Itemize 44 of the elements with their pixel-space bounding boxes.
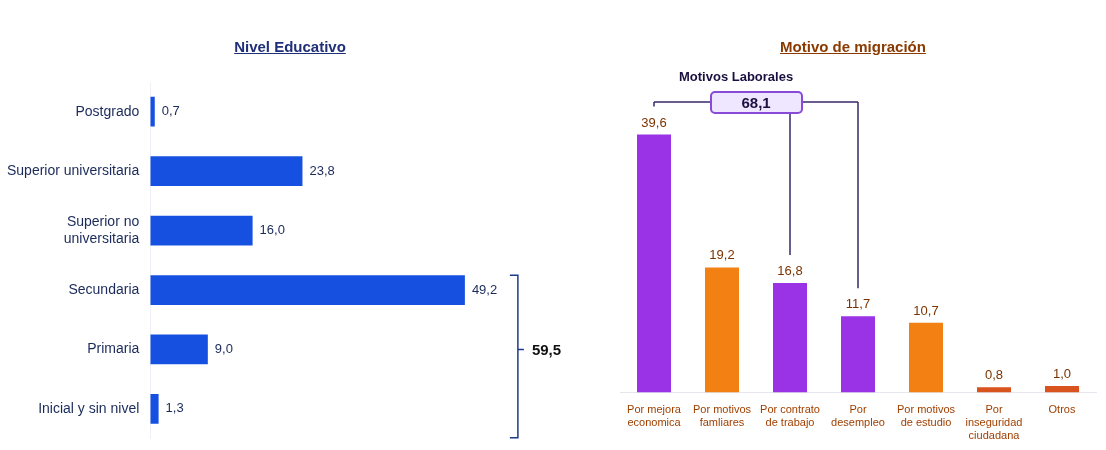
bar [909,322,943,393]
bar [705,267,739,393]
chart-title: Motivo de migración [779,38,927,55]
bar [150,215,253,246]
data-label: 49,2 [471,281,498,297]
x-tick-label: Por motivos de estudio [896,403,956,429]
data-label: 0,8 [984,367,1004,383]
bar [1045,385,1079,393]
data-label: 23,8 [309,162,335,178]
data-label: 9,0 [214,341,233,357]
bar [150,156,303,187]
data-label: 1,3 [165,400,184,416]
text: 59,5 [531,340,562,358]
bar [773,283,807,393]
x-tick-label: Por inseguridad ciudadana [965,403,1023,442]
bar [977,387,1011,393]
x-tick-label: Por contrato de trabajo [760,403,820,429]
bar [150,334,208,365]
data-label: 39,6 [641,114,667,130]
y-tick-label: Superior universitaria [6,162,140,179]
bar [637,134,671,393]
bar [150,275,465,305]
text: 68,1 [709,90,803,114]
bar [150,394,159,424]
data-label: 1,0 [1052,365,1072,381]
y-tick-label: Postgrado [75,102,140,119]
x-tick-label: Por motivos famliares [692,403,752,429]
text: Motivos Laborales [679,68,794,84]
x-tick-label: Por mejora economica [627,403,682,429]
x-tick-label: Por desempleo [831,403,885,429]
data-label: 0,7 [161,103,180,119]
data-label: 19,2 [709,247,735,263]
y-tick-label: Superior no universitaria [63,213,140,246]
data-label: 16,0 [259,222,285,238]
bar [841,316,875,393]
x-tick-label: Otros [1048,403,1076,416]
data-label: 16,8 [777,263,803,279]
data-label: 10,7 [913,302,939,318]
y-tick-label: Primaria [87,340,140,357]
y-tick-label: Secundaria [68,280,140,297]
y-tick-label: Inicial y sin nivel [38,399,140,416]
bar [150,96,155,127]
chart-title: Nivel Educativo [233,38,347,55]
data-label: 11,7 [845,296,871,312]
